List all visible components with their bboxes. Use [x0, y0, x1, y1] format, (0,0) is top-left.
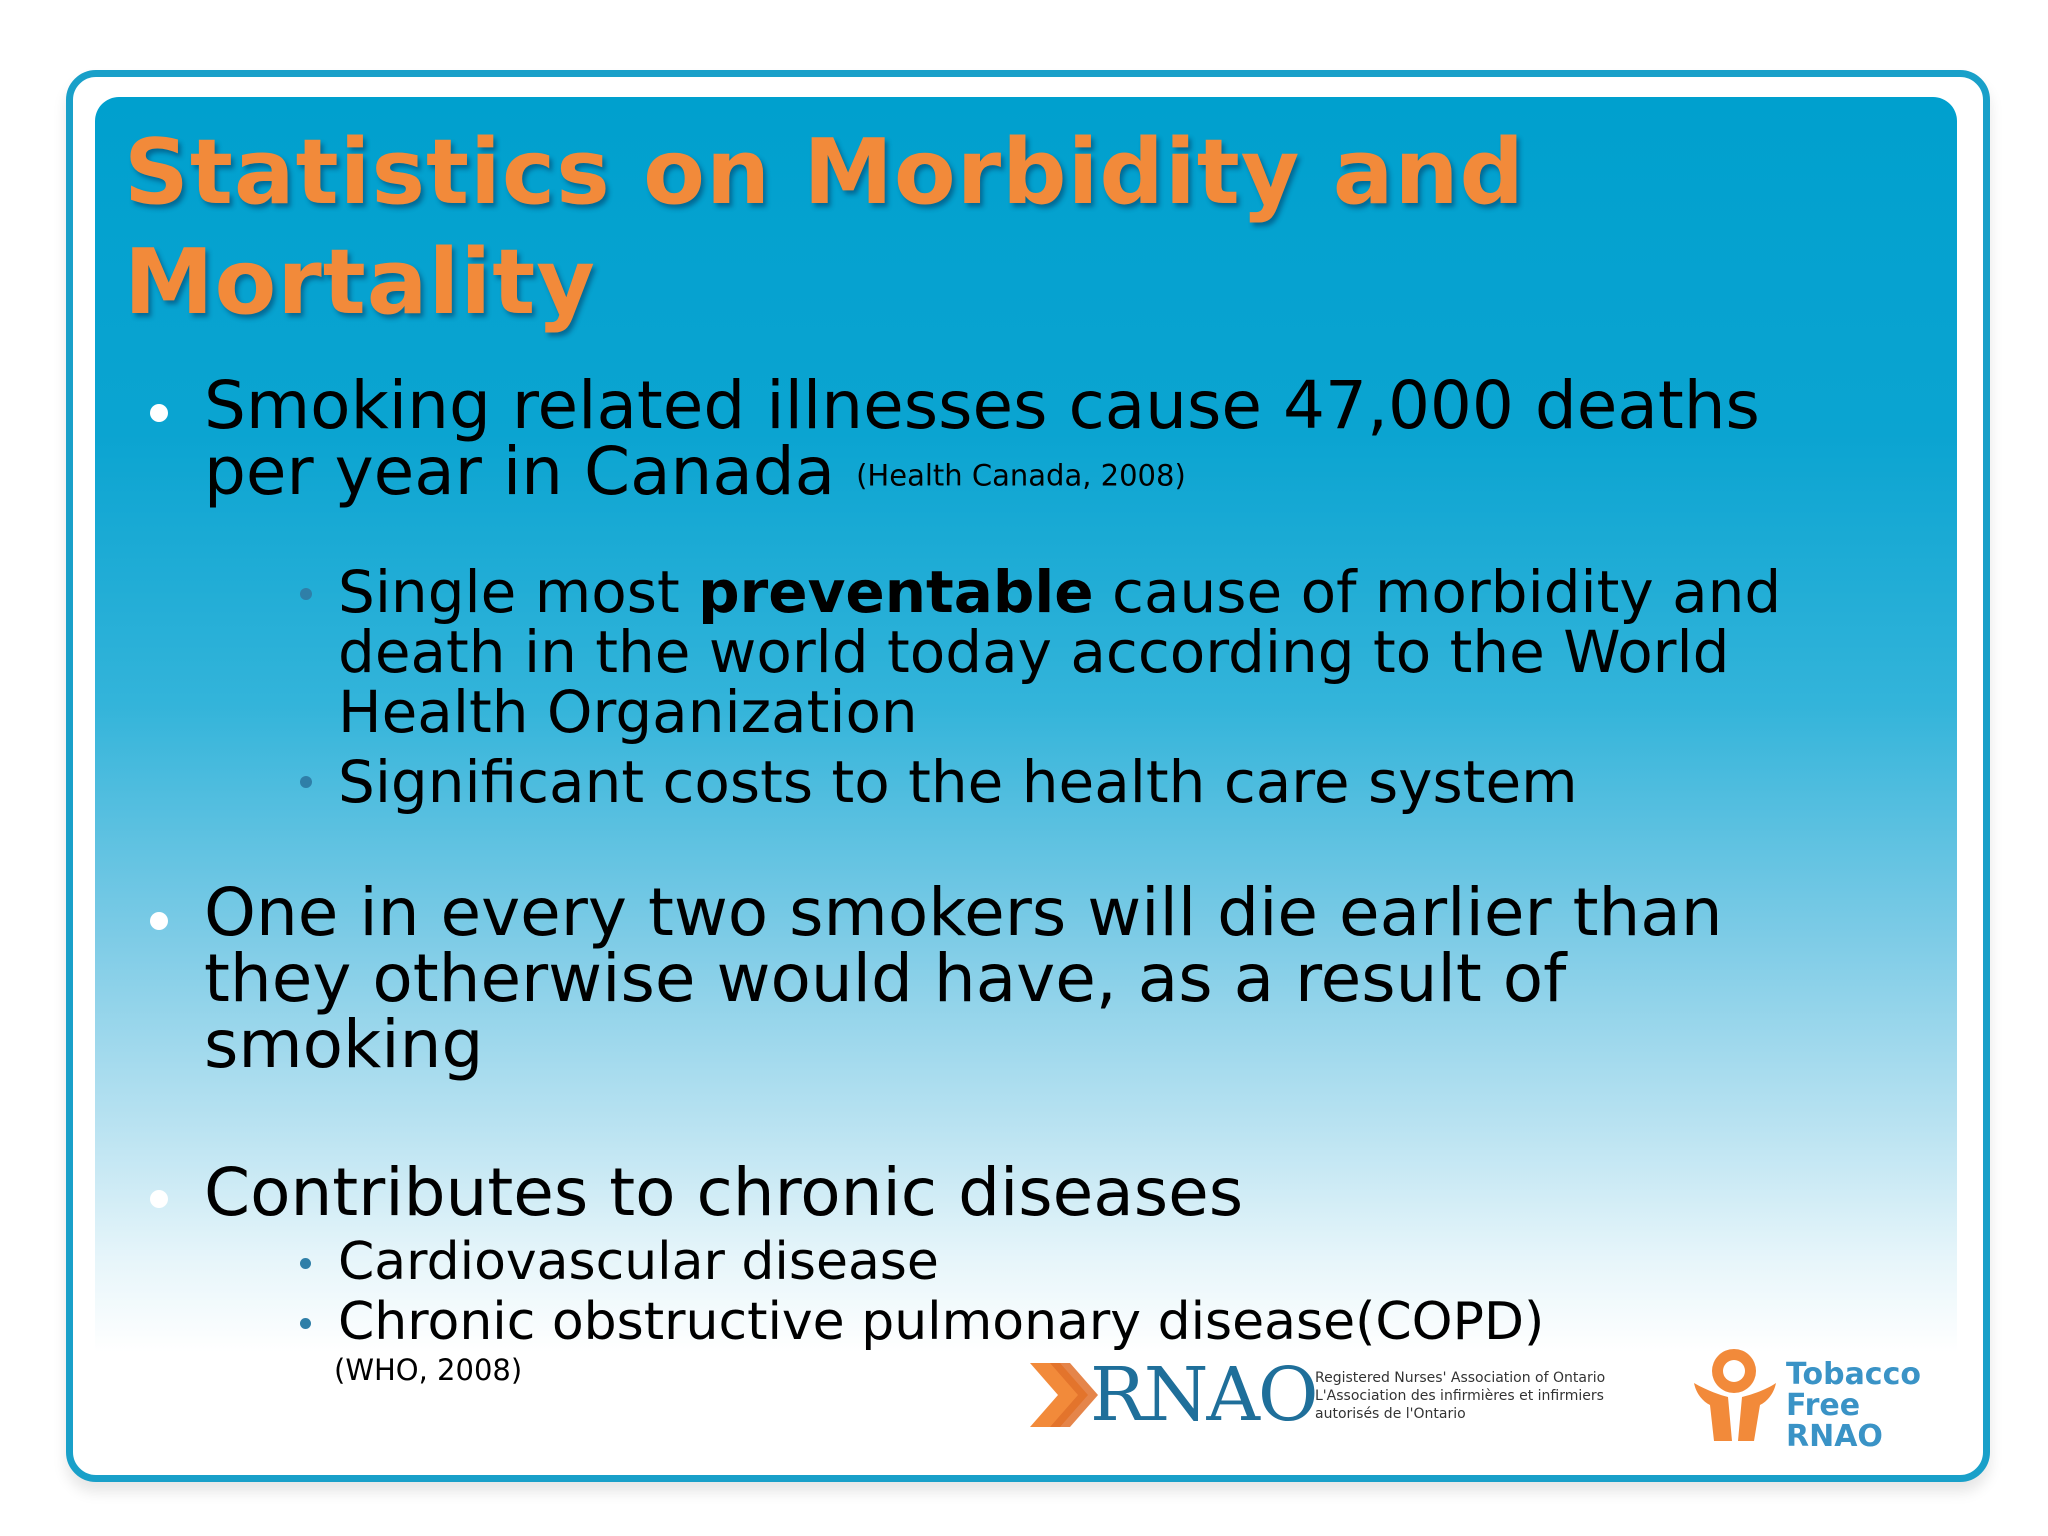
tobacco-free-line-1: Tobacco — [1786, 1357, 1921, 1392]
bullet-2-line-2: they otherwise would have, as a result o… — [204, 940, 1567, 1017]
rnao-wordmark: RNAO — [1090, 1352, 1319, 1438]
sub-bullet-3-1-line-1: Cardiovascular disease — [338, 1232, 939, 1292]
sub-bullet-dot — [300, 776, 312, 788]
sub-bullet-3-1: Cardiovascular disease — [338, 1232, 1738, 1292]
bullet-1: Smoking related illnesses cause 47,000 d… — [204, 373, 1924, 505]
sub-bullet-1-1-bold: preventable — [698, 558, 1094, 626]
bullet-1-line-1: Smoking related illnesses cause 47,000 d… — [204, 367, 1760, 444]
bullet-1-line-2-text: per year in Canada — [204, 433, 836, 510]
bullet-2-line-3: smoking — [204, 1006, 484, 1083]
sub-bullet-1-1-post: cause of morbidity and — [1093, 558, 1782, 626]
tobacco-free-text: Tobacco Free RNAO — [1786, 1359, 1943, 1452]
rnao-tagline-line-1: Registered Nurses' Association of Ontari… — [1315, 1370, 1606, 1386]
bullet-dot — [150, 404, 168, 422]
sub-bullet-3-2-line-1: Chronic obstructive pulmonary disease(CO… — [338, 1292, 1545, 1352]
sub-bullet-1-1-pre: Single most — [338, 558, 699, 626]
bullet-3-citation: (WHO, 2008) — [334, 1353, 523, 1387]
rnao-tagline-line-2: L'Association des infirmières et infirmi… — [1315, 1388, 1604, 1404]
content-panel — [95, 97, 1957, 1447]
sub-bullet-1-1-line-3: Health Organization — [338, 678, 918, 746]
sub-bullet-1-2-line-1: Significant costs to the health care sys… — [338, 748, 1578, 816]
rnao-logo: RNAO Registered Nurses' Association of O… — [1030, 1355, 1620, 1435]
sub-bullet-1-2: Significant costs to the health care sys… — [338, 752, 1958, 812]
sub-bullet-1-1: Single most preventable cause of morbidi… — [338, 562, 1958, 742]
sub-bullet-3-2: Chronic obstructive pulmonary disease(CO… — [338, 1292, 1738, 1352]
slide-title: Statistics on Morbidity and Mortality — [124, 120, 1525, 335]
bullet-dot — [150, 912, 168, 930]
rnao-tagline-line-3: autorisés de l'Ontario — [1315, 1406, 1466, 1422]
tobacco-free-figure-icon — [1694, 1349, 1776, 1441]
sub-bullet-1-1-line-1: Single most preventable cause of morbidi… — [338, 562, 1958, 622]
bullet-dot — [150, 1190, 168, 1208]
tobacco-free-line-2: Free RNAO — [1786, 1388, 1883, 1454]
sub-bullet-dot — [300, 1258, 311, 1269]
bullet-2-line-1: One in every two smokers will die earlie… — [204, 874, 1723, 951]
sub-bullet-dot — [300, 1318, 311, 1329]
sub-bullet-dot — [300, 588, 312, 600]
sub-bullet-1-1-line-2: death in the world today according to th… — [338, 618, 1730, 686]
bullet-1-line-2: per year in Canada (Health Canada, 2008) — [204, 439, 1924, 505]
rnao-arrow-icon — [1030, 1363, 1098, 1427]
bullet-3-line-1: Contributes to chronic diseases — [204, 1154, 1244, 1231]
rnao-tagline: Registered Nurses' Association of Ontari… — [1315, 1369, 1605, 1423]
bullet-2: One in every two smokers will die earlie… — [204, 880, 1924, 1078]
bullet-3: Contributes to chronic diseases — [204, 1160, 1924, 1226]
bullet-1-citation: (Health Canada, 2008) — [856, 458, 1186, 493]
tobacco-free-rnao-logo: Tobacco Free RNAO — [1688, 1345, 1943, 1452]
